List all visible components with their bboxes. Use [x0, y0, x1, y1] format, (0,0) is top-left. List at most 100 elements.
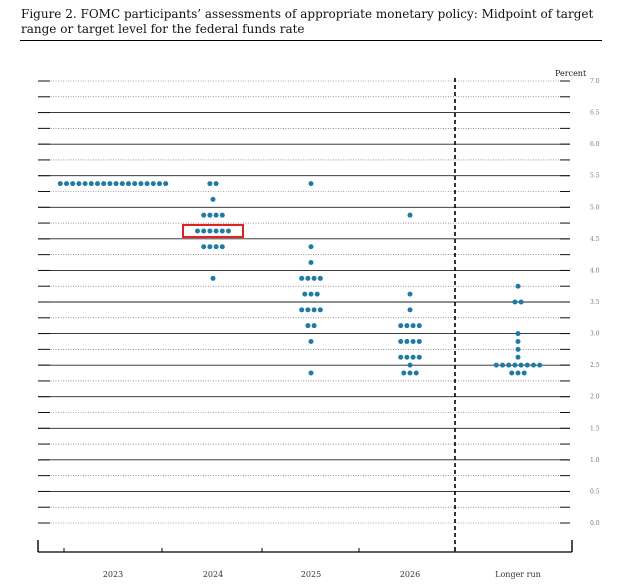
dot	[305, 275, 311, 281]
dot	[515, 283, 521, 289]
dot	[521, 370, 527, 376]
y-tick-label: 7.0	[590, 78, 600, 85]
dot	[219, 212, 225, 218]
dot	[311, 307, 317, 313]
dot	[138, 181, 144, 187]
dot	[410, 323, 416, 329]
dot	[302, 291, 308, 297]
dot	[512, 362, 518, 368]
y-tick-label: 0.5	[590, 488, 600, 495]
dot	[314, 291, 320, 297]
dot	[210, 196, 216, 202]
x-category-label: 2023	[103, 570, 123, 579]
dot	[210, 275, 216, 281]
dot	[70, 181, 76, 187]
x-category-label: 2025	[301, 570, 321, 579]
dot	[201, 228, 207, 234]
axes: 0.0 0.5 1.0 1.5 2.0 2.5 3.0 3.5 4.0 4.5 5.0 5.5 6.0 6…	[37, 78, 600, 579]
dot	[512, 299, 518, 305]
y-tick-label: 6.0	[590, 141, 600, 148]
dot	[226, 228, 231, 234]
dot	[416, 338, 422, 344]
dot	[299, 275, 305, 281]
dot	[413, 370, 419, 376]
dot	[308, 260, 314, 266]
y-axis-label: Percent	[555, 69, 587, 78]
dot	[213, 181, 219, 187]
dot	[404, 338, 410, 344]
y-tick-label: 1.0	[590, 457, 600, 464]
dot	[518, 299, 524, 305]
dot-marks	[57, 181, 543, 376]
dot	[398, 338, 404, 344]
y-tick-label: 3.0	[590, 331, 600, 338]
y-tick-label: 5.5	[590, 173, 600, 180]
dot	[95, 181, 100, 187]
dot	[515, 338, 521, 344]
dot	[113, 181, 119, 187]
dot	[506, 362, 512, 368]
y-tick-label: 2.0	[590, 394, 600, 401]
dot	[107, 181, 113, 187]
y-tick-label: 5.0	[590, 204, 600, 211]
dot	[509, 370, 515, 376]
dot	[515, 331, 521, 337]
dot	[207, 212, 213, 218]
dot	[416, 323, 422, 329]
dot	[150, 181, 156, 187]
dot	[163, 181, 169, 187]
dot	[398, 354, 404, 360]
dot	[126, 181, 131, 187]
dot	[537, 362, 543, 368]
dot	[305, 323, 311, 329]
dot	[407, 212, 413, 218]
dot	[317, 307, 323, 313]
title-rule	[20, 40, 602, 41]
dot	[416, 354, 422, 360]
dot	[144, 181, 150, 187]
dot	[308, 181, 314, 187]
dot	[308, 338, 314, 344]
dot	[195, 228, 200, 234]
y-tick-label: 6.5	[590, 110, 600, 117]
dot	[407, 370, 413, 376]
dot	[101, 181, 107, 187]
dot	[401, 370, 407, 376]
dot	[76, 181, 82, 187]
dot	[119, 181, 125, 187]
dot	[515, 370, 521, 376]
dot	[201, 212, 207, 218]
dot	[407, 307, 413, 313]
dot	[493, 362, 499, 368]
dot	[305, 307, 311, 313]
dot	[213, 228, 219, 234]
x-category-label: Longer run	[495, 570, 541, 579]
dot	[407, 291, 413, 297]
gridlines	[38, 80, 570, 524]
dot	[515, 346, 521, 352]
dot	[64, 181, 69, 187]
y-tick-label: 2.5	[590, 362, 600, 369]
dot	[157, 181, 162, 187]
dot	[524, 362, 530, 368]
dot	[308, 244, 314, 250]
y-tick-label: 4.5	[590, 236, 600, 243]
dot	[500, 362, 505, 368]
dot	[299, 307, 305, 313]
dot	[132, 181, 138, 187]
y-tick-label: 3.5	[590, 299, 600, 306]
y-tick-label: 4.0	[590, 267, 600, 274]
dot	[213, 244, 219, 250]
dot	[311, 275, 317, 281]
dot	[207, 181, 213, 187]
dot	[213, 212, 219, 218]
dot	[398, 323, 404, 329]
dot	[207, 244, 213, 250]
y-tick-label: 1.5	[590, 425, 600, 432]
y-tick-label: 0.0	[590, 520, 600, 527]
dot	[88, 181, 94, 187]
dot	[57, 181, 63, 187]
dot	[219, 244, 225, 250]
dot	[201, 244, 207, 250]
dot	[219, 228, 225, 234]
